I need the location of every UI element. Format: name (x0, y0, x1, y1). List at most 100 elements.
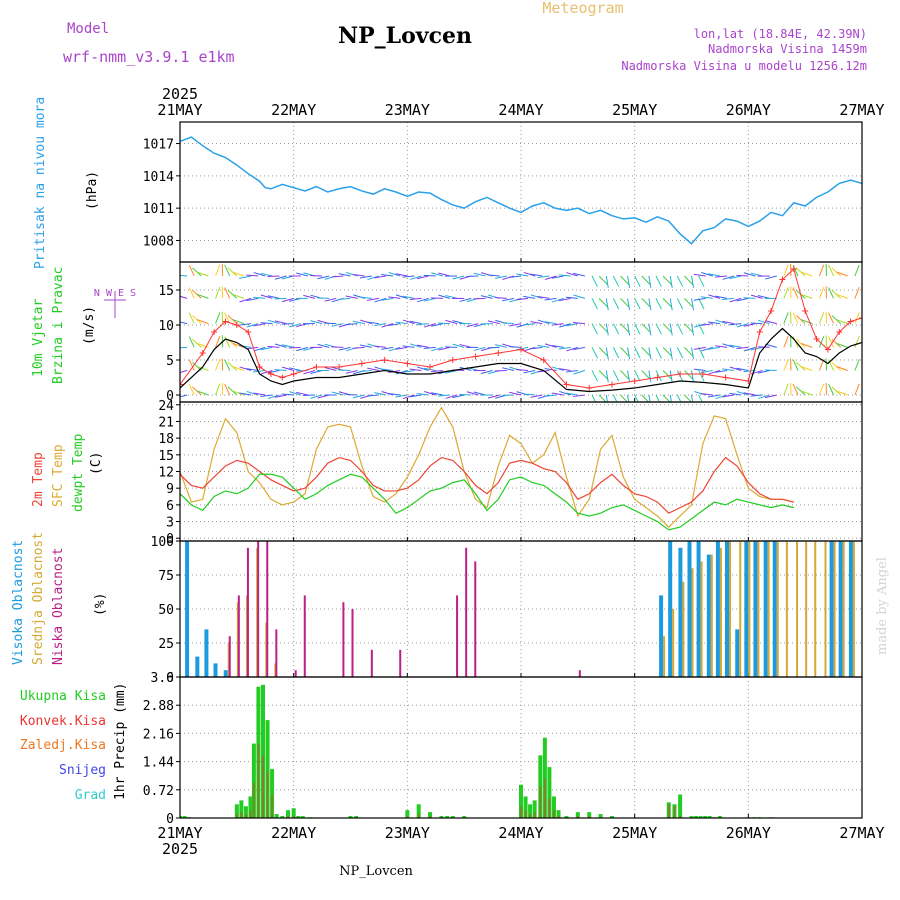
gust-marker (847, 318, 854, 325)
panel-precip: 0 0.72 1.44 2.16 2.88 3.6 (143, 671, 863, 827)
wind-arrow (764, 320, 777, 325)
total-precip-bar (703, 816, 708, 818)
wind-arrow (324, 297, 337, 302)
wind-arrow (708, 273, 721, 277)
wind-arrow (620, 323, 630, 333)
panels: 1008101110141017051015036912151821240255… (143, 121, 863, 827)
mid-cloud-axis-title: Srednja Oblacnost (31, 532, 46, 665)
wind-arrow (698, 347, 705, 359)
total-precip-bar (538, 755, 543, 818)
conv-precip-bar (271, 794, 274, 818)
total-precip-bar (270, 769, 275, 818)
wind-arrow (180, 274, 188, 277)
gust-marker (472, 353, 479, 360)
high-cloud-axis-title: Visoka Oblacnost (11, 540, 26, 665)
wind-arrow (662, 298, 672, 308)
gust-marker (540, 357, 547, 363)
y-tick-label: 1.44 (143, 756, 174, 771)
wind-arrow (573, 370, 586, 375)
total-precip-bar (405, 810, 410, 818)
wind-arrow (573, 294, 586, 299)
wind-arrow (388, 323, 401, 326)
total-precip-bar (609, 816, 614, 818)
wind-arrow (669, 347, 673, 360)
wind-arrow (795, 315, 806, 324)
pressure-unit: (hPa) (85, 171, 100, 210)
total-precip-bar (300, 816, 305, 818)
wind-arrow (743, 346, 756, 352)
pressure-line (180, 136, 862, 245)
y-tick-label: 24 (158, 399, 174, 414)
wind-arrow (267, 345, 280, 348)
low-cloud-bar (275, 629, 278, 677)
wind-arrow (612, 394, 618, 402)
wind-arrow (317, 275, 330, 280)
high-cloud-bar (223, 670, 228, 677)
total-precip-bar (180, 816, 182, 818)
gust-marker (518, 346, 524, 353)
y-tick-label: 9 (166, 482, 174, 497)
wind-arrow (634, 394, 639, 402)
total-precip-bar (243, 806, 248, 818)
conv-precip-bar (524, 810, 527, 818)
wind-arrow (416, 323, 429, 326)
wind-arrow (792, 312, 799, 324)
top-date-label: 23MAY (385, 101, 430, 119)
wind-arrow (232, 271, 245, 277)
wind-arrow (783, 312, 789, 324)
wind-arrow (227, 315, 238, 324)
conv-precip-bar (679, 816, 682, 818)
wind-arrow (388, 346, 401, 352)
gust-marker (180, 381, 183, 388)
wind-arrow (274, 368, 287, 371)
wind-arrow (487, 394, 500, 399)
wind-arrow (502, 297, 514, 302)
gust-marker (768, 308, 775, 314)
wind-arrow (684, 275, 694, 285)
wind-arrow (395, 321, 408, 325)
wind-arrow (641, 394, 650, 402)
wind-arrow (836, 271, 848, 277)
wind-arrow (691, 394, 694, 402)
wind-arrow (641, 347, 651, 357)
wind-arrow (572, 322, 585, 325)
wind-arrow (627, 323, 631, 336)
wind-arrow (700, 296, 713, 299)
total-precip-bar (285, 810, 290, 818)
wind-arrow (676, 275, 684, 287)
wind-arrows (180, 263, 860, 402)
wind-arrow (795, 267, 806, 277)
wind-arrow (544, 368, 557, 371)
wind-arrow (792, 383, 799, 396)
gust-marker (381, 357, 388, 363)
wind-arrow (818, 287, 825, 299)
y-tick-label: 1017 (143, 138, 174, 153)
wind-arrow (502, 367, 515, 371)
wind-arrow (239, 323, 252, 326)
total-precip-bar (450, 816, 455, 818)
high-cloud-bar (735, 629, 740, 677)
wind-arrow (765, 275, 777, 280)
wind-arrow (501, 322, 514, 325)
mid-cloud-bar (729, 541, 732, 677)
wind-arrow (795, 338, 806, 348)
wind-arrow (684, 394, 692, 402)
wind-arrow (509, 391, 522, 396)
wind-arrow (662, 370, 672, 380)
total-precip-bar (587, 812, 592, 818)
y-tick-label: 0 (166, 671, 174, 686)
bottom-date-label: 26MAY (726, 824, 771, 842)
gust-marker (404, 360, 411, 367)
wind-arrow (854, 287, 860, 299)
wind-arrow (693, 273, 706, 277)
wind-arrow (215, 287, 221, 299)
cloud-unit: (%) (93, 593, 108, 616)
conv-precip-bar (257, 743, 260, 818)
conv-precip-bar (249, 810, 252, 818)
wind-arrow (854, 383, 860, 396)
wind-arrow (558, 346, 571, 350)
wind-arrow (395, 294, 408, 299)
mid-cloud-bar (663, 636, 666, 677)
wind-arrow (395, 273, 408, 277)
wind-arrow (274, 394, 287, 398)
